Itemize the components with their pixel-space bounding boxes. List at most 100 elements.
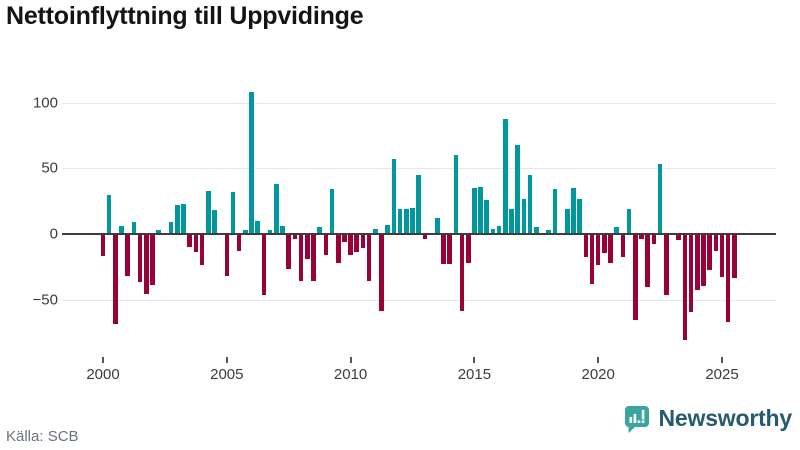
source-label: Källa: SCB: [6, 428, 79, 445]
bar-2020Q3: [608, 235, 613, 263]
bar-2000Q1: [100, 235, 106, 256]
bar-2010Q4: [366, 235, 372, 281]
bar-2023Q2: [676, 235, 681, 241]
y-axis-label: 100: [32, 94, 58, 112]
bar-2005Q3: [236, 235, 242, 251]
bar-2024Q1: [694, 235, 700, 291]
bar-2024Q2: [701, 235, 706, 287]
gridline: [62, 168, 776, 170]
bar-2016Q3: [509, 209, 514, 234]
bar-2013Q3: [434, 218, 440, 234]
bar-2012Q3: [410, 207, 415, 234]
bar-2015Q1: [472, 188, 477, 234]
bar-2002Q4: [168, 222, 174, 234]
bar-2008Q1: [298, 235, 304, 281]
bar-2012Q2: [404, 209, 409, 234]
x-axis-tick: [597, 357, 600, 363]
bar-2008Q2: [304, 235, 310, 259]
bar-2014Q2: [453, 155, 459, 234]
bar-2012Q1: [397, 209, 403, 234]
gridline: [62, 299, 776, 301]
y-axis-label: 50: [41, 159, 58, 177]
bar-2009Q1: [323, 235, 329, 255]
bar-2001Q4: [144, 235, 149, 295]
bar-2008Q4: [317, 227, 322, 234]
bar-2003Q4: [193, 235, 199, 253]
bar-2024Q4: [713, 235, 719, 251]
bar-2009Q2: [329, 189, 335, 234]
bar-2025Q3: [732, 235, 737, 279]
y-axis-label: 0: [49, 225, 58, 243]
bar-2007Q1: [274, 184, 279, 234]
bar-2018Q1: [546, 230, 551, 234]
x-axis-label: 2000: [86, 366, 120, 383]
bar-2006Q2: [255, 220, 261, 234]
bar-2025Q2: [725, 235, 731, 322]
bar-2005Q2: [230, 192, 236, 234]
chart-title: Nettoinflyttning till Uppvidinge: [6, 2, 364, 30]
x-axis-tick: [473, 357, 476, 363]
bar-2016Q1: [496, 226, 502, 234]
bar-2015Q3: [484, 199, 490, 234]
bar-2009Q3: [335, 235, 341, 263]
bar-2006Q3: [261, 235, 267, 296]
bar-2014Q1: [447, 235, 452, 264]
bar-2005Q4: [243, 230, 248, 234]
bar-2024Q3: [707, 235, 712, 271]
x-axis-tick: [102, 357, 104, 363]
bar-2001Q2: [131, 222, 137, 234]
bar-2015Q2: [478, 186, 483, 234]
x-axis-label: 2025: [705, 366, 739, 383]
bar-2011Q1: [373, 228, 378, 234]
bar-2011Q2: [379, 235, 384, 312]
bar-2019Q3: [583, 235, 589, 258]
bar-2016Q2: [503, 118, 508, 234]
bar-2010Q1: [348, 235, 353, 255]
bar-2023Q4: [688, 235, 694, 313]
bar-2019Q1: [571, 188, 576, 234]
x-axis-label: 2005: [210, 366, 244, 383]
bar-2003Q1: [174, 205, 180, 234]
bar-2002Q1: [150, 235, 155, 285]
bar-2016Q4: [515, 144, 521, 234]
bar-2000Q3: [113, 235, 118, 325]
bar-2007Q4: [292, 235, 298, 239]
bar-2019Q2: [577, 198, 582, 234]
bar-2017Q1: [521, 198, 527, 234]
x-axis-label: 2020: [581, 366, 615, 383]
x-axis-label: 2010: [333, 366, 368, 383]
bar-2021Q2: [626, 209, 632, 234]
bar-2014Q4: [465, 235, 471, 263]
bar-2003Q3: [187, 235, 192, 247]
bar-2013Q1: [422, 235, 428, 239]
bar-2006Q1: [249, 92, 254, 234]
bar-2000Q2: [106, 194, 112, 234]
bar-2020Q1: [595, 235, 601, 266]
newsworthy-logo[interactable]: Newsworthy: [622, 403, 792, 434]
bar-2007Q3: [286, 235, 291, 270]
bar-2015Q4: [490, 228, 496, 234]
x-axis-label: 2015: [457, 366, 492, 383]
x-axis-tick: [225, 357, 228, 363]
bar-2021Q3: [633, 235, 638, 321]
bar-2021Q1: [620, 235, 626, 258]
y-axis-label: −50: [32, 291, 58, 309]
bar-2013Q4: [441, 235, 446, 264]
newsworthy-icon: [624, 406, 649, 433]
bar-2009Q4: [342, 235, 347, 242]
bar-2001Q1: [125, 235, 131, 276]
bar-2022Q3: [657, 164, 663, 234]
bar-2004Q1: [199, 235, 205, 266]
bar-2004Q3: [212, 210, 217, 234]
x-axis-tick: [349, 357, 352, 363]
bar-2022Q1: [645, 235, 650, 288]
bar-2000Q4: [119, 226, 124, 234]
bar-2017Q3: [534, 227, 539, 234]
bar-2020Q2: [602, 235, 607, 254]
bar-2022Q2: [651, 235, 657, 245]
bar-2017Q2: [527, 174, 533, 234]
bar-2007Q2: [280, 226, 285, 234]
bar-2021Q4: [639, 235, 644, 239]
